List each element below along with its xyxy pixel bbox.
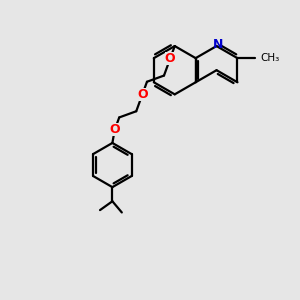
Text: O: O xyxy=(110,123,120,136)
Text: O: O xyxy=(137,88,148,101)
Text: N: N xyxy=(212,38,223,51)
Text: O: O xyxy=(165,52,175,65)
Text: CH₃: CH₃ xyxy=(260,53,279,63)
